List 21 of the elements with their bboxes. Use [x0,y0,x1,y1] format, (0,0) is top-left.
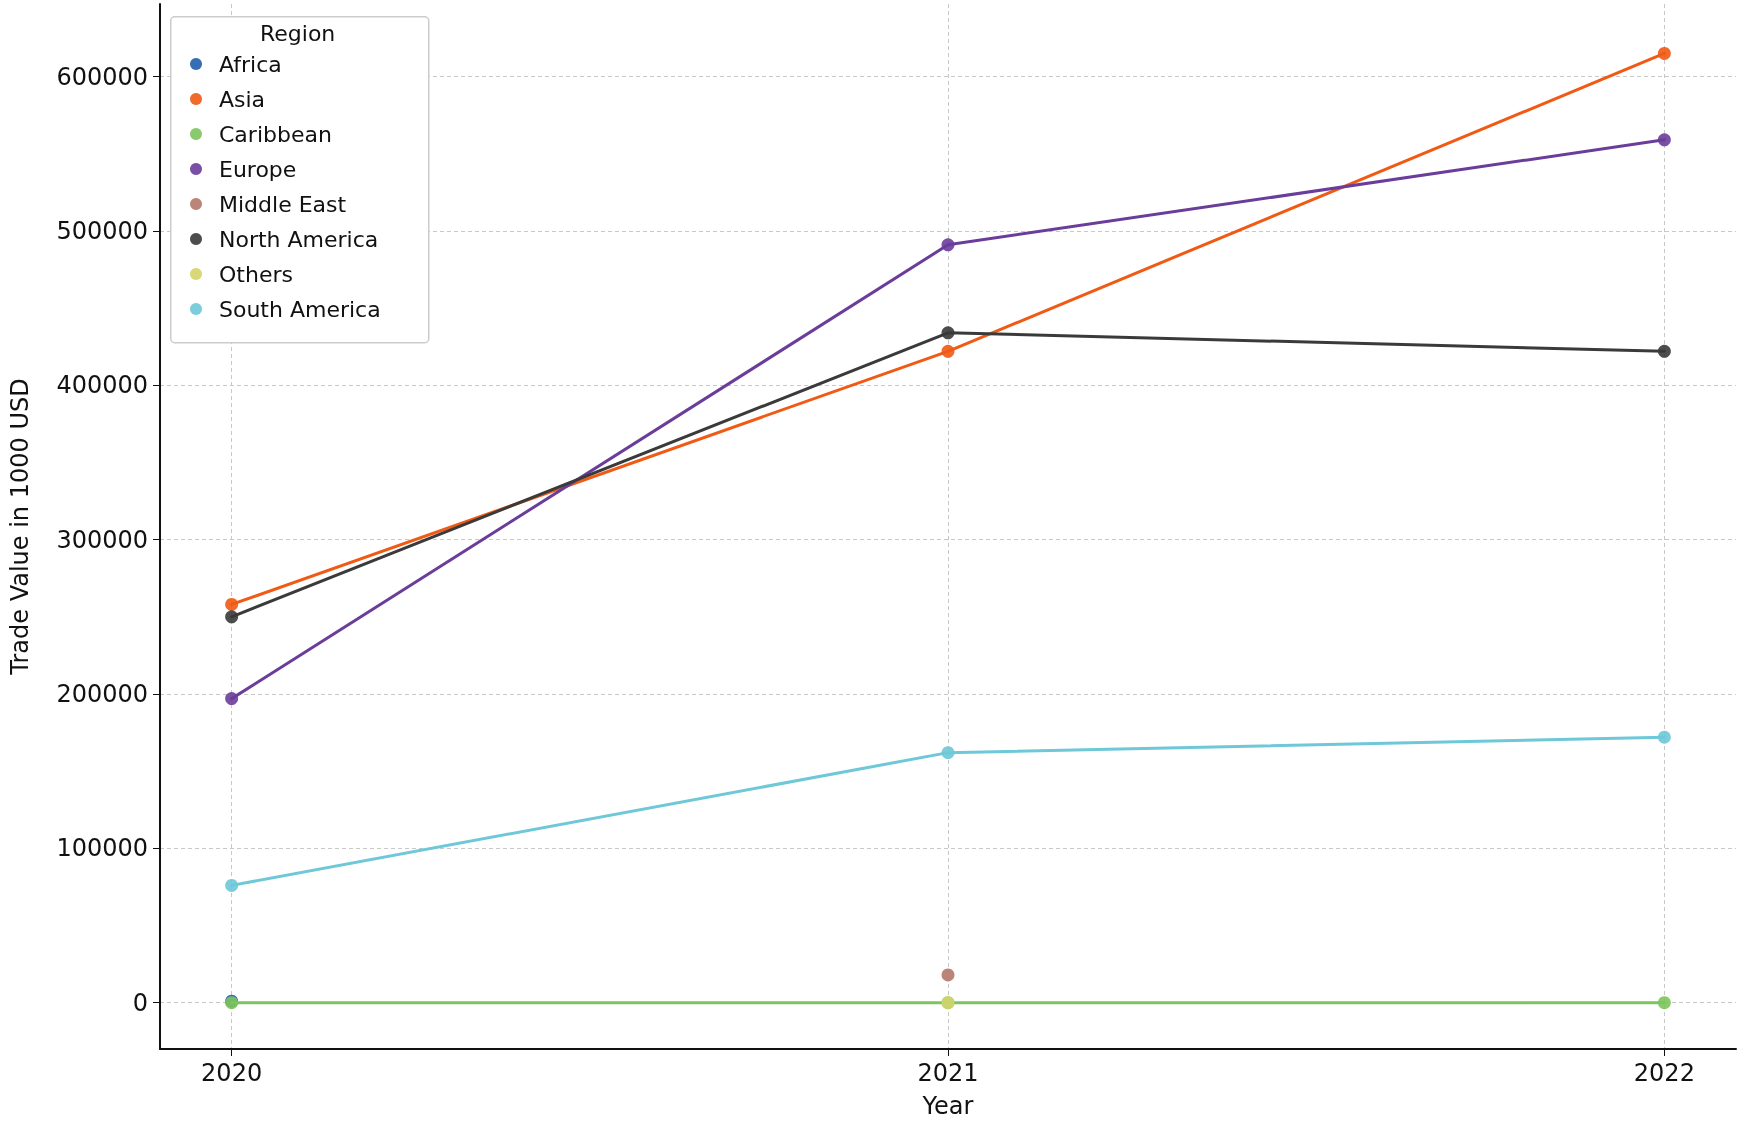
y-tick-label: 500000 [56,216,148,245]
y-tick-label: 100000 [56,834,148,863]
legend-label: North America [219,226,379,252]
x-tick-label: 2021 [917,1059,979,1087]
legend-label: Middle East [219,191,347,217]
y-axis-title: Trade Value in 1000 USD [6,378,34,676]
y-tick-label: 0 [132,988,148,1017]
y-tick-label: 400000 [56,371,148,400]
legend-label: Africa [219,51,282,77]
legend-label: Others [219,261,293,287]
legend-label: Asia [219,86,266,112]
y-tick-label: 600000 [56,62,148,91]
legend-label: South America [219,296,381,322]
legend-title: Region [260,20,336,46]
legend-label: Europe [219,156,297,182]
y-tick-label: 300000 [56,525,148,554]
x-axis-title: Year [921,1092,974,1120]
legend-label: Caribbean [219,121,332,147]
x-tick-label: 2022 [1633,1059,1695,1087]
x-tick-label: 2020 [201,1059,263,1087]
y-tick-label: 200000 [56,679,148,708]
